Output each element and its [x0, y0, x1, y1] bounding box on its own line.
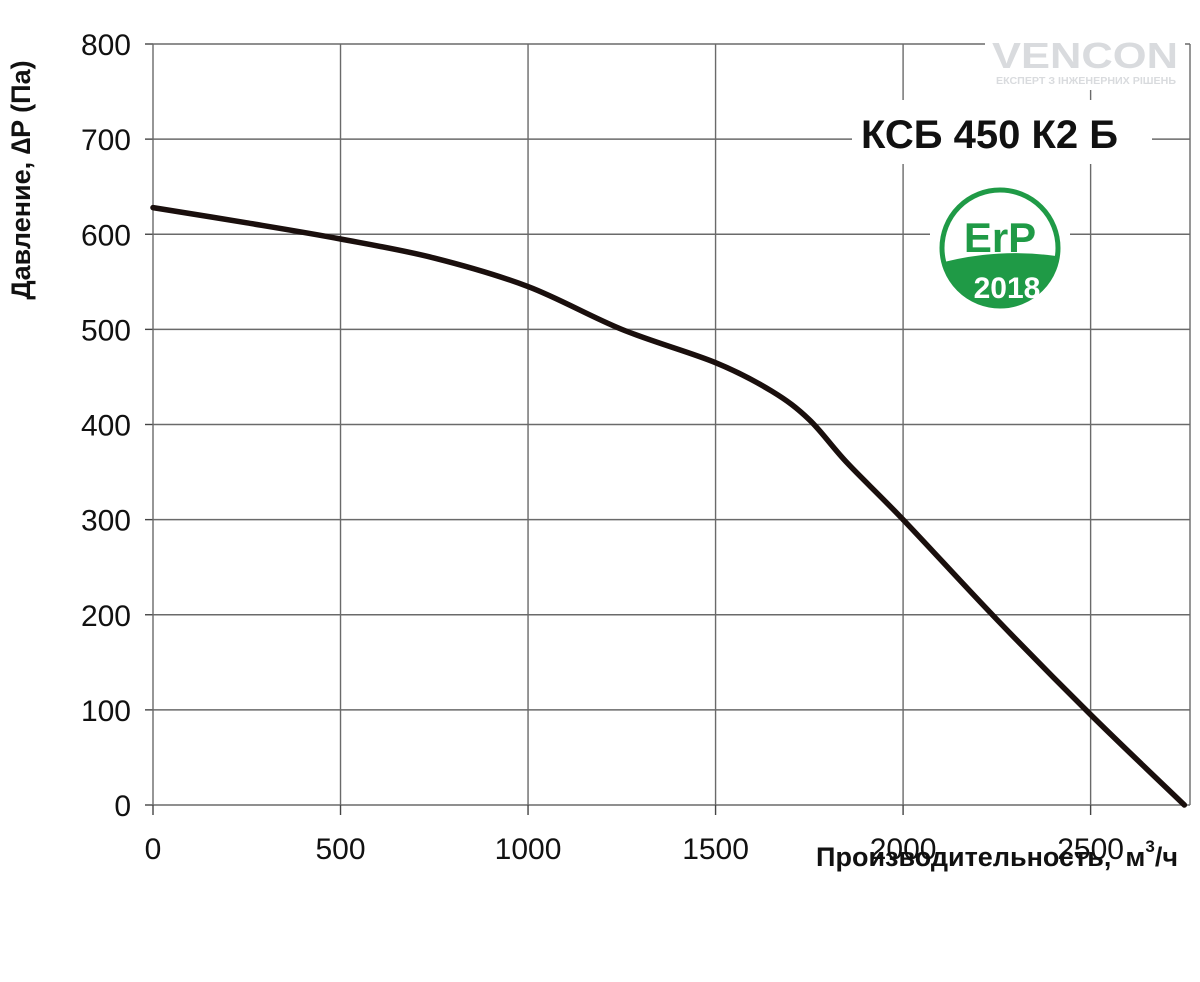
badge-year-text: 2018: [974, 272, 1041, 305]
y-tick-label: 100: [81, 695, 131, 728]
vencon-logo: VENCON ЕКСПЕРТ З ІНЖЕНЕРНИХ РІШЕНЬ: [985, 30, 1185, 90]
y-tick-label: 400: [81, 410, 131, 443]
x-tick-label: 1500: [682, 833, 749, 866]
x-axis-title-main: Производительность,: [816, 842, 1111, 872]
x-axis-title: Производительность, м3/ч: [816, 837, 1178, 872]
badge-swoosh: [944, 253, 1056, 308]
model-label-background: [852, 100, 1152, 164]
x-tick-label: 500: [315, 833, 365, 866]
x-axis-unit-base: м: [1125, 842, 1145, 872]
y-tick-label: 800: [81, 29, 131, 62]
series-line: [150, 204, 1188, 808]
x-tick-label: 1000: [495, 833, 562, 866]
logo-background: [985, 30, 1185, 90]
x-axis-unit-suffix: /ч: [1155, 842, 1178, 872]
chart-title: КСБ 450 К2 Б: [861, 113, 1118, 157]
y-axis-title: Давление, ∆P (Па): [6, 60, 36, 299]
series-layer: [150, 204, 1188, 808]
x-tick-label: 2500: [1057, 833, 1124, 866]
y-tick-label: 600: [81, 219, 131, 252]
tick-labels: 0 100 200 300 400 500 600 700 800 0 500 1000 1500 200…: [81, 29, 1124, 866]
logo-tagline-text: ЕКСПЕРТ З ІНЖЕНЕРНИХ РІШЕНЬ: [996, 76, 1176, 87]
y-tick-label: 0: [114, 790, 131, 823]
y-tick-label: 300: [81, 505, 131, 538]
erp-2018-badge: ErP 2018: [930, 178, 1070, 318]
x-axis-unit-sup: 3: [1145, 837, 1154, 856]
logo-brand-text: VENCON: [992, 35, 1178, 76]
y-tick-label: 500: [81, 314, 131, 347]
badge-erp-text: ErP: [964, 214, 1036, 261]
y-tick-label: 700: [81, 124, 131, 157]
y-tick-label: 200: [81, 600, 131, 633]
x-tick-label: 0: [145, 833, 162, 866]
x-tick-label: 2000: [870, 833, 937, 866]
